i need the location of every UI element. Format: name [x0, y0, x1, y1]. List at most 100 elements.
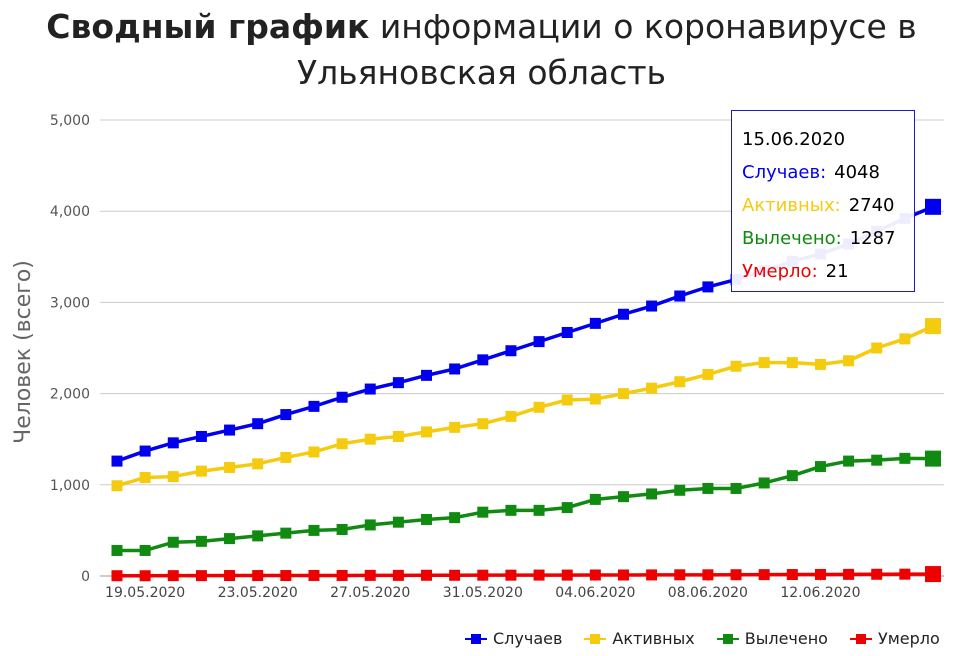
data-point-recovered[interactable]: [702, 482, 714, 494]
data-point-deaths[interactable]: [195, 570, 207, 582]
legend-item-deaths[interactable]: Умерло: [849, 629, 940, 648]
data-point-deaths[interactable]: [477, 569, 489, 581]
legend-item-recovered[interactable]: Вылечено: [716, 629, 828, 648]
data-point-cases[interactable]: [505, 345, 517, 357]
data-point-deaths[interactable]: [533, 569, 545, 581]
data-point-recovered[interactable]: [280, 527, 292, 539]
data-point-recovered[interactable]: [646, 488, 658, 500]
data-point-cases[interactable]: [533, 336, 545, 348]
data-point-active[interactable]: [871, 342, 883, 354]
data-point-active[interactable]: [224, 461, 236, 473]
data-point-deaths[interactable]: [252, 570, 264, 582]
data-point-recovered[interactable]: [674, 484, 686, 496]
data-point-cases[interactable]: [449, 363, 461, 375]
data-point-active[interactable]: [730, 360, 742, 372]
data-point-active[interactable]: [392, 430, 404, 442]
data-point-recovered[interactable]: [871, 454, 883, 466]
data-point-active[interactable]: [589, 393, 601, 405]
data-point-deaths[interactable]: [139, 570, 151, 582]
data-point-recovered[interactable]: [843, 455, 855, 467]
data-point-recovered[interactable]: [925, 450, 941, 467]
data-point-active[interactable]: [111, 480, 123, 492]
data-point-deaths[interactable]: [167, 570, 179, 582]
data-point-recovered[interactable]: [111, 544, 123, 556]
data-point-deaths[interactable]: [561, 569, 573, 581]
data-point-recovered[interactable]: [533, 504, 545, 516]
data-point-active[interactable]: [421, 426, 433, 438]
data-point-recovered[interactable]: [449, 512, 461, 524]
data-point-recovered[interactable]: [364, 519, 376, 531]
data-point-recovered[interactable]: [758, 477, 770, 489]
data-point-cases[interactable]: [925, 198, 941, 215]
data-point-deaths[interactable]: [224, 570, 236, 582]
data-point-active[interactable]: [167, 471, 179, 483]
data-point-active[interactable]: [195, 465, 207, 477]
data-point-active[interactable]: [814, 358, 826, 370]
data-point-cases[interactable]: [139, 445, 151, 457]
data-point-active[interactable]: [449, 421, 461, 433]
data-point-cases[interactable]: [224, 424, 236, 436]
data-point-active[interactable]: [280, 451, 292, 463]
data-point-deaths[interactable]: [646, 569, 658, 581]
data-point-recovered[interactable]: [392, 516, 404, 528]
data-point-deaths[interactable]: [505, 569, 517, 581]
data-point-deaths[interactable]: [674, 569, 686, 581]
data-point-cases[interactable]: [111, 455, 123, 467]
data-point-deaths[interactable]: [280, 570, 292, 582]
data-point-cases[interactable]: [421, 369, 433, 381]
data-point-deaths[interactable]: [843, 568, 855, 580]
data-point-cases[interactable]: [561, 326, 573, 338]
data-point-active[interactable]: [702, 368, 714, 380]
data-point-cases[interactable]: [364, 383, 376, 395]
data-point-active[interactable]: [758, 357, 770, 369]
data-point-cases[interactable]: [280, 409, 292, 421]
data-point-cases[interactable]: [336, 391, 348, 403]
data-point-deaths[interactable]: [730, 569, 742, 581]
data-point-cases[interactable]: [477, 354, 489, 366]
data-point-active[interactable]: [139, 472, 151, 484]
data-point-deaths[interactable]: [421, 569, 433, 581]
data-point-recovered[interactable]: [224, 533, 236, 545]
data-point-active[interactable]: [252, 458, 264, 470]
data-point-recovered[interactable]: [421, 513, 433, 525]
data-point-deaths[interactable]: [336, 569, 348, 581]
data-point-recovered[interactable]: [308, 524, 320, 536]
data-point-recovered[interactable]: [561, 502, 573, 514]
data-point-deaths[interactable]: [871, 568, 883, 580]
legend-item-active[interactable]: Активных: [584, 629, 695, 648]
data-point-recovered[interactable]: [730, 482, 742, 494]
data-point-recovered[interactable]: [617, 491, 629, 503]
data-point-deaths[interactable]: [111, 570, 123, 582]
data-point-cases[interactable]: [392, 377, 404, 389]
data-point-cases[interactable]: [195, 430, 207, 442]
data-point-deaths[interactable]: [925, 566, 941, 583]
data-point-recovered[interactable]: [899, 452, 911, 464]
data-point-cases[interactable]: [674, 290, 686, 302]
data-point-active[interactable]: [899, 333, 911, 345]
data-point-cases[interactable]: [617, 308, 629, 320]
data-point-active[interactable]: [336, 438, 348, 450]
data-point-active[interactable]: [786, 357, 798, 369]
data-point-recovered[interactable]: [786, 470, 798, 482]
data-point-recovered[interactable]: [336, 523, 348, 535]
data-point-deaths[interactable]: [899, 568, 911, 580]
data-point-recovered[interactable]: [167, 536, 179, 548]
data-point-active[interactable]: [646, 382, 658, 394]
data-point-cases[interactable]: [646, 300, 658, 312]
data-point-cases[interactable]: [589, 317, 601, 329]
data-point-deaths[interactable]: [702, 569, 714, 581]
data-point-recovered[interactable]: [477, 506, 489, 518]
data-point-active[interactable]: [533, 401, 545, 413]
data-point-cases[interactable]: [252, 418, 264, 430]
data-point-deaths[interactable]: [392, 569, 404, 581]
data-point-recovered[interactable]: [505, 504, 517, 516]
data-point-active[interactable]: [925, 318, 941, 335]
data-point-recovered[interactable]: [195, 535, 207, 547]
data-point-active[interactable]: [505, 410, 517, 422]
data-point-active[interactable]: [364, 433, 376, 445]
data-point-cases[interactable]: [702, 281, 714, 293]
data-point-cases[interactable]: [308, 400, 320, 412]
data-point-active[interactable]: [617, 388, 629, 400]
data-point-deaths[interactable]: [786, 569, 798, 581]
data-point-recovered[interactable]: [139, 544, 151, 556]
